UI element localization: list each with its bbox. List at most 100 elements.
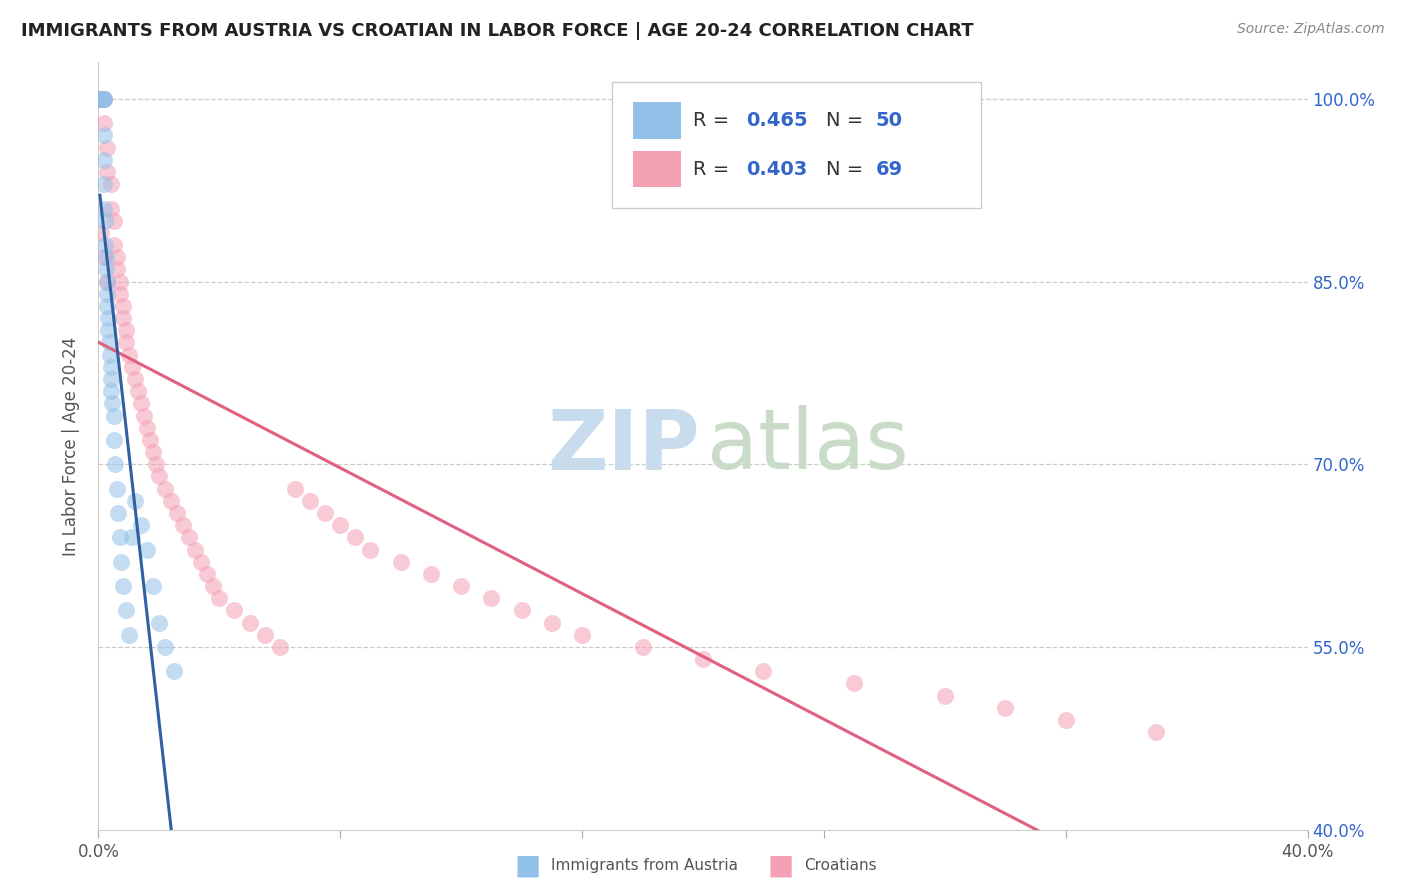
Point [93,92,115,106]
Point [114,603,136,617]
Point [139,433,162,447]
Point [104,457,127,471]
Point [389,555,412,569]
Point [129,396,152,410]
Point [253,628,276,642]
Point [94,213,117,227]
Point [208,591,231,606]
Point [103,238,125,252]
Text: Immigrants from Austria: Immigrants from Austria [551,858,738,872]
Point [90,92,112,106]
Point [114,335,136,350]
Point [450,579,472,593]
Point [166,506,188,520]
Point [148,615,170,630]
Point [103,409,125,423]
Point [96,262,118,277]
Point [239,615,262,630]
Text: ■: ■ [515,851,540,880]
Point [195,566,218,581]
Point [179,530,201,544]
Text: 0.403: 0.403 [747,160,808,178]
Point [90,92,112,106]
Point [127,384,149,399]
Point [118,628,141,642]
Point [190,555,212,569]
Point [96,275,118,289]
Text: R =: R = [693,112,735,130]
Point [163,665,186,679]
FancyBboxPatch shape [633,151,682,187]
Point [994,700,1017,714]
Point [108,530,131,544]
Point [132,409,155,423]
Point [101,396,124,410]
Point [105,482,128,496]
Point [121,530,143,544]
Point [90,226,112,240]
Point [94,250,117,264]
Point [93,92,115,106]
Point [96,165,118,179]
Point [510,603,533,617]
Point [344,530,367,544]
Point [111,311,134,326]
Point [103,213,125,227]
Point [100,202,122,216]
Text: Croatians: Croatians [804,858,877,872]
Point [93,202,115,216]
Point [105,262,128,277]
Point [100,372,122,386]
Text: Source: ZipAtlas.com: Source: ZipAtlas.com [1237,22,1385,37]
Point [90,92,112,106]
Point [90,92,112,106]
Point [91,92,114,106]
Point [93,92,115,106]
Point [93,116,115,130]
Point [172,518,194,533]
Text: atlas: atlas [707,406,908,486]
Point [96,299,118,313]
Point [184,542,207,557]
Point [90,92,112,106]
Point [118,348,141,362]
Point [90,92,112,106]
Point [90,92,112,106]
Point [100,384,122,399]
Point [692,652,714,666]
Point [108,275,131,289]
Point [110,555,132,569]
Point [1144,725,1167,739]
Point [91,92,114,106]
Point [934,689,956,703]
Point [100,178,122,192]
Point [360,542,382,557]
Point [98,348,121,362]
Point [100,359,122,374]
Text: R =: R = [693,160,735,178]
Point [97,311,120,326]
Point [94,238,117,252]
Point [93,250,115,264]
Point [90,92,112,106]
Point [91,92,114,106]
FancyBboxPatch shape [613,81,981,208]
Point [571,628,593,642]
Text: N =: N = [827,160,870,178]
Point [114,323,136,337]
Point [844,676,866,690]
Point [142,579,165,593]
Point [145,457,167,471]
Point [105,250,128,264]
Text: 50: 50 [876,112,903,130]
Point [420,566,443,581]
Point [329,518,352,533]
Text: ZIP: ZIP [547,406,699,486]
Point [124,372,146,386]
Point [1054,713,1077,727]
Point [135,421,157,435]
Point [96,275,118,289]
Point [202,579,225,593]
Point [153,640,176,654]
Point [124,493,146,508]
